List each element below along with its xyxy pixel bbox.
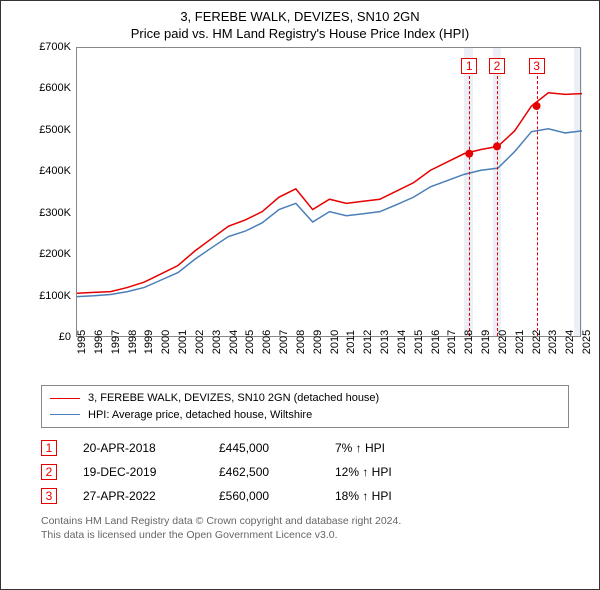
- y-tick-label: £600K: [39, 82, 71, 94]
- y-tick-label: £100K: [39, 290, 71, 302]
- x-tick-label: 2020: [497, 330, 509, 354]
- y-tick-label: £300K: [39, 207, 71, 219]
- x-tick-label: 2011: [345, 330, 357, 354]
- y-tick-label: £500K: [39, 124, 71, 136]
- plot-marker-line: [537, 76, 538, 336]
- x-tick-label: 2014: [396, 330, 408, 354]
- x-tick-label: 1997: [110, 330, 122, 354]
- y-tick-label: £200K: [39, 248, 71, 260]
- x-tick-label: 2001: [177, 330, 189, 354]
- x-tick-label: 2024: [564, 330, 576, 354]
- transaction-row: 2 19-DEC-2019 £462,500 12% ↑ HPI: [41, 460, 569, 484]
- plot-marker-label: 1: [461, 58, 477, 74]
- legend-item: 3, FEREBE WALK, DEVIZES, SN10 2GN (detac…: [50, 390, 560, 407]
- x-tick-label: 2019: [480, 330, 492, 354]
- transaction-price: £560,000: [219, 489, 309, 503]
- transaction-date: 27-APR-2022: [83, 489, 193, 503]
- plot-area: 12 3: [76, 47, 581, 337]
- plot-marker-label: 2: [489, 58, 505, 74]
- x-tick-label: 2000: [160, 330, 172, 354]
- plot-marker-line: [497, 76, 498, 336]
- x-tick-label: 1998: [127, 330, 139, 354]
- transaction-marker: 2: [41, 464, 57, 480]
- legend-item: HPI: Average price, detached house, Wilt…: [50, 407, 560, 424]
- x-tick-label: 2003: [211, 330, 223, 354]
- legend-label: HPI: Average price, detached house, Wilt…: [88, 407, 312, 424]
- x-tick-label: 2022: [531, 330, 543, 354]
- transaction-delta: 12% ↑ HPI: [335, 465, 392, 479]
- legend-swatch: [50, 398, 80, 399]
- x-tick-label: 2018: [463, 330, 475, 354]
- transaction-row: 1 20-APR-2018 £445,000 7% ↑ HPI: [41, 436, 569, 460]
- x-tick-label: 2017: [446, 330, 458, 354]
- y-tick-label: £0: [59, 331, 71, 343]
- transaction-marker: 1: [41, 440, 57, 456]
- transactions-table: 1 20-APR-2018 £445,000 7% ↑ HPI 2 19-DEC-2019…: [41, 436, 569, 508]
- x-tick-label: 2013: [379, 330, 391, 354]
- legend-box: 3, FEREBE WALK, DEVIZES, SN10 2GN (detac…: [41, 385, 569, 428]
- x-tick-label: 2008: [295, 330, 307, 354]
- page-container: 3, FEREBE WALK, DEVIZES, SN10 2GN Price …: [0, 0, 600, 590]
- chart-area: £0£100K£200K£300K£400K£500K£600K£700K 12…: [31, 47, 591, 377]
- x-tick-label: 2016: [430, 330, 442, 354]
- x-tick-label: 2021: [514, 330, 526, 354]
- x-tick-label: 2025: [581, 330, 593, 354]
- y-tick-label: £700K: [39, 41, 71, 53]
- x-tick-label: 1999: [143, 330, 155, 354]
- x-tick-label: 2002: [194, 330, 206, 354]
- footer-line-1: Contains HM Land Registry data © Crown c…: [41, 514, 569, 528]
- x-tick-label: 2007: [278, 330, 290, 354]
- footer-text: Contains HM Land Registry data © Crown c…: [41, 514, 569, 542]
- transaction-delta: 7% ↑ HPI: [335, 441, 385, 455]
- transaction-date: 19-DEC-2019: [83, 465, 193, 479]
- transaction-row: 3 27-APR-2022 £560,000 18% ↑ HPI: [41, 484, 569, 508]
- transaction-marker: 3: [41, 488, 57, 504]
- plot-marker-label: 3: [529, 58, 545, 74]
- x-tick-label: 2009: [312, 330, 324, 354]
- footer-line-2: This data is licensed under the Open Gov…: [41, 528, 569, 542]
- transaction-delta: 18% ↑ HPI: [335, 489, 392, 503]
- x-tick-label: 2023: [547, 330, 559, 354]
- chart-svg: [77, 48, 582, 338]
- page-subtitle: Price paid vs. HM Land Registry's House …: [1, 24, 599, 47]
- x-tick-label: 2010: [329, 330, 341, 354]
- legend-label: 3, FEREBE WALK, DEVIZES, SN10 2GN (detac…: [88, 390, 379, 407]
- x-tick-label: 2006: [261, 330, 273, 354]
- transaction-price: £445,000: [219, 441, 309, 455]
- x-tick-label: 2015: [413, 330, 425, 354]
- x-tick-label: 2004: [228, 330, 240, 354]
- series-line-property: [77, 93, 582, 294]
- x-tick-label: 2005: [244, 330, 256, 354]
- transaction-price: £462,500: [219, 465, 309, 479]
- x-tick-label: 1995: [76, 330, 88, 354]
- legend-swatch: [50, 414, 80, 415]
- x-tick-label: 1996: [93, 330, 105, 354]
- transaction-date: 20-APR-2018: [83, 441, 193, 455]
- plot-marker-line: [469, 76, 470, 336]
- series-line-hpi: [77, 129, 582, 297]
- x-tick-label: 2012: [362, 330, 374, 354]
- y-tick-label: £400K: [39, 165, 71, 177]
- page-title: 3, FEREBE WALK, DEVIZES, SN10 2GN: [1, 1, 599, 24]
